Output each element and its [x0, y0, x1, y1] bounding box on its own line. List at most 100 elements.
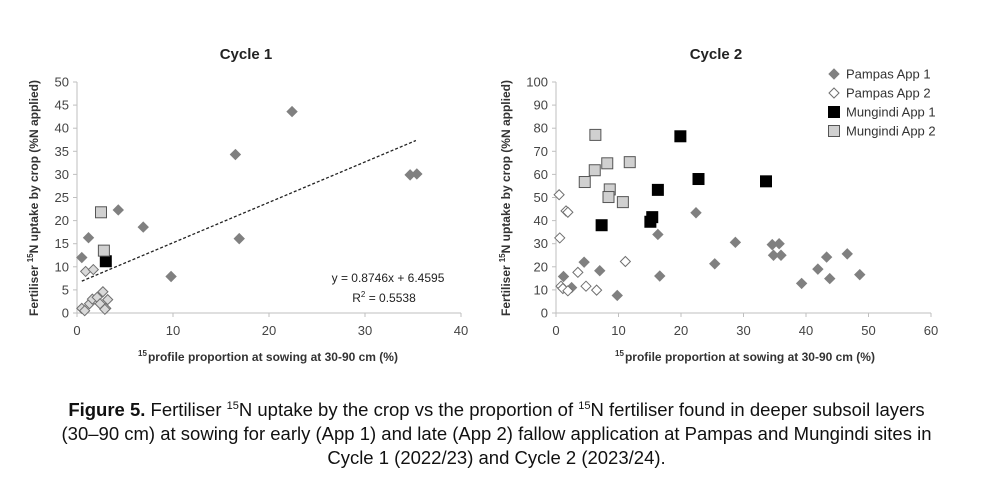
c2-x-tick-label: 50 [861, 323, 875, 338]
c1-y-tick-label: 15 [55, 236, 69, 251]
c2-x-tick-label: 40 [799, 323, 813, 338]
caption-text-a: Fertiliser [145, 399, 227, 420]
c1-y-tick-label: 35 [55, 144, 69, 159]
r2-label: R [352, 291, 361, 305]
c2-point-pampas-app-1 [854, 268, 866, 281]
legend-label-mungindi-app-1: Mungindi App 1 [846, 105, 936, 120]
chart-2-y-sup: 15 [498, 253, 507, 262]
c1-y-tick-label: 45 [55, 98, 69, 113]
c2-point-pampas-app-2 [562, 285, 574, 297]
c2-point-pampas-app-2 [572, 266, 584, 279]
chart-1-y-sup: 15 [26, 253, 35, 262]
c1-point-mungindi-app-2 [95, 206, 107, 219]
c2-point-pampas-app-1 [729, 236, 742, 249]
c2-y-tick-label: 0 [541, 306, 548, 321]
chart-2-points [553, 128, 866, 302]
c2-y-tick-label: 100 [526, 75, 548, 90]
c2-point-pampas-app-1 [820, 251, 833, 263]
c2-point-mungindi-app-2 [616, 196, 629, 209]
c2-y-tick-label: 20 [534, 259, 548, 274]
legend-marker-mungindi-app-1 [828, 106, 840, 118]
c1-point-pampas-app-1 [82, 231, 95, 244]
c2-point-pampas-app-2 [590, 284, 603, 296]
c1-point-pampas-app-1 [112, 204, 124, 216]
figure-caption: Figure 5. Fertiliser 15N uptake by the c… [0, 398, 993, 470]
c1-y-tick-label: 30 [55, 167, 69, 182]
c1-point-mungindi-app-1 [99, 255, 112, 268]
c2-point-mungindi-app-2 [588, 164, 601, 177]
c1-x-tick-label: 30 [358, 323, 372, 338]
chart-2-x-text: profile proportion at sowing at 30-90 cm… [625, 350, 875, 364]
c2-point-mungindi-app-1 [674, 130, 687, 143]
r2-sup: 2 [361, 290, 366, 299]
c2-point-pampas-app-2 [562, 206, 574, 218]
c2-point-mungindi-app-2 [578, 176, 591, 189]
caption-line-1: Figure 5. Fertiliser 15N uptake by the c… [0, 398, 993, 422]
c2-y-tick-label: 10 [534, 282, 548, 297]
c2-point-pampas-app-1 [611, 289, 623, 302]
c1-point-pampas-app-2 [97, 286, 109, 298]
c2-point-pampas-app-2 [619, 255, 632, 268]
c1-point-pampas-app-2 [99, 303, 111, 316]
legend-marker-pampas-app-2 [828, 87, 840, 99]
c2-y-tick-label: 50 [534, 190, 548, 205]
chart-2-x-sup: 15 [615, 349, 624, 358]
c2-point-mungindi-app-2 [623, 156, 636, 169]
chart-1-y-axis-label: Fertiliser 15N uptake by crop (%N applied… [26, 80, 41, 316]
c1-x-tick-label: 0 [73, 323, 80, 338]
chart-2-y-pre: Fertiliser [499, 265, 513, 316]
c2-point-pampas-app-1 [654, 270, 666, 282]
c1-point-pampas-app-1 [233, 232, 245, 245]
c1-point-pampas-app-2 [102, 293, 114, 306]
c1-x-tick-label: 20 [262, 323, 276, 338]
c2-point-mungindi-app-1 [760, 175, 772, 188]
legend-label-mungindi-app-2: Mungindi App 2 [846, 124, 936, 139]
c1-y-tick-label: 0 [62, 306, 69, 321]
legend-marker-mungindi-app-2 [828, 125, 840, 137]
chart-1-x-text: profile proportion at sowing at 30-90 cm… [148, 350, 398, 364]
c2-point-pampas-app-1 [841, 248, 853, 260]
c2-point-pampas-app-1 [709, 258, 721, 270]
chart-cycle-2: Cycle 2 0 10 20 30 40 50 60 70 80 90 100 0 10 20 30 40 5… [498, 46, 938, 364]
c2-point-pampas-app-1 [773, 237, 785, 250]
c1-point-pampas-app-2 [87, 263, 100, 276]
chart-1-y-pre: Fertiliser [27, 265, 41, 316]
c2-point-pampas-app-2 [553, 189, 565, 201]
c1-point-pampas-app-2 [78, 304, 91, 317]
c2-y-tick-label: 90 [534, 98, 548, 113]
c2-y-tick-label: 80 [534, 121, 548, 136]
caption-text-b: N uptake by the crop vs the proportion o… [238, 399, 579, 420]
c1-point-pampas-app-1 [229, 148, 242, 161]
c2-y-tick-label: 40 [534, 213, 548, 228]
c2-point-pampas-app-1 [557, 270, 570, 283]
chart-2-y-post: N uptake by crop (%N applied) [499, 80, 513, 253]
c2-point-pampas-app-1 [578, 256, 590, 268]
c2-point-pampas-app-1 [775, 249, 787, 261]
c2-point-mungindi-app-2 [602, 191, 615, 204]
chart-2-title: Cycle 2 [690, 46, 743, 63]
chart-2-legend: Pampas App 1 Pampas App 2 Mungindi App 1 Mu… [828, 67, 936, 139]
c2-x-tick-label: 20 [674, 323, 688, 338]
caption-text-c: N fertiliser found in deeper subsoil lay… [590, 399, 925, 420]
c1-y-tick-label: 5 [62, 282, 69, 297]
c2-y-tick-label: 30 [534, 236, 548, 251]
caption-line-3: Cycle 1 (2022/23) and Cycle 2 (2023/24). [327, 447, 666, 468]
chart-1-trendline-group [81, 139, 417, 282]
legend-label-pampas-app-1: Pampas App 1 [846, 67, 931, 82]
c2-point-mungindi-app-2 [601, 157, 614, 170]
c2-x-tick-label: 60 [924, 323, 938, 338]
legend-label-pampas-app-2: Pampas App 2 [846, 86, 931, 101]
caption-line-2: (30–90 cm) at sowing for early (App 1) a… [61, 423, 932, 444]
chart-1-axes: 0 5 10 15 20 25 30 35 40 45 50 0 10 20 30 40 [55, 75, 469, 339]
c2-x-tick-label: 0 [552, 323, 559, 338]
chart-2-axes: 0 10 20 30 40 50 60 70 80 90 100 0 10 20 30 40 50 60 [526, 75, 938, 339]
c2-point-pampas-app-1 [652, 228, 664, 241]
c2-point-mungindi-app-1 [646, 211, 659, 224]
c1-x-tick-label: 10 [166, 323, 180, 338]
c1-point-pampas-app-2 [79, 265, 92, 278]
chart-1-y-post: N uptake by crop (%N applied) [27, 80, 41, 253]
c1-point-pampas-app-1 [411, 168, 423, 180]
c1-y-tick-label: 20 [55, 213, 69, 228]
caption-sup-1: 15 [226, 400, 239, 412]
caption-sup-2: 15 [578, 400, 591, 412]
